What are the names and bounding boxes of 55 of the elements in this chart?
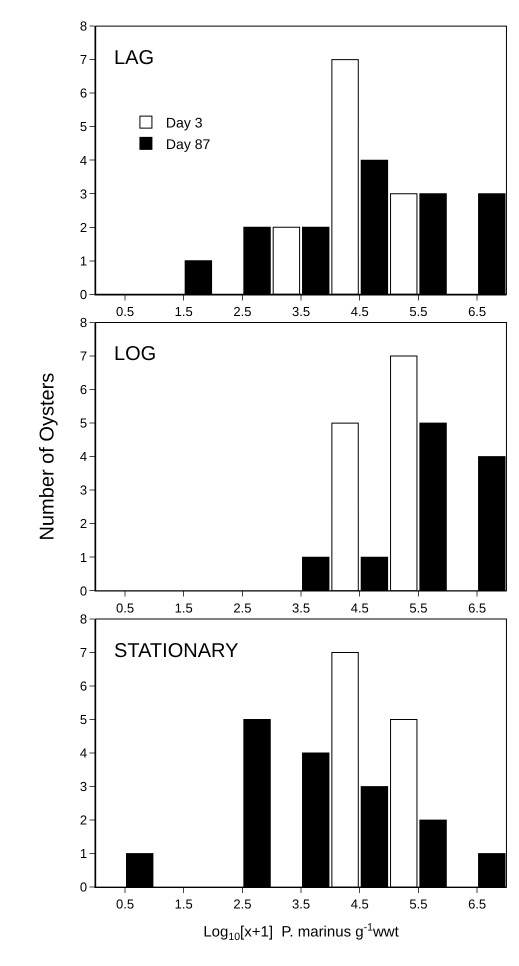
x-tick-label: 6.5: [468, 600, 486, 616]
x-tick-label: 1.5: [174, 600, 193, 616]
x-tick-label: 4.5: [350, 896, 369, 912]
y-tick-label: 2: [80, 812, 88, 828]
y-tick-label: 8: [80, 315, 88, 330]
x-tick-label: 3.5: [292, 600, 310, 616]
x-tick-label: 0.5: [116, 304, 134, 319]
text: LOG: [114, 343, 156, 365]
y-axis-title: Number of Oysters: [36, 372, 58, 541]
x-tick-label: 5.5: [409, 896, 428, 912]
x-tick-label: 2.5: [233, 896, 252, 912]
y-tick-label: 2: [80, 220, 88, 235]
y-tick-label: 0: [80, 880, 88, 895]
y-tick-label: 6: [80, 382, 88, 398]
x-tick-label: 0.5: [116, 600, 134, 616]
x-tick-label: 6.5: [468, 304, 486, 319]
x-tick-label: 0.5: [116, 896, 134, 912]
x-tick-label: 6.5: [468, 896, 486, 912]
y-tick-label: 6: [80, 86, 88, 101]
y-tick-label: 1: [80, 846, 88, 862]
x-tick-label: 5.5: [409, 304, 428, 319]
y-tick-label: 0: [80, 583, 88, 598]
y-tick-label: 1: [80, 253, 88, 268]
x-tick-label: 1.5: [174, 896, 193, 912]
y-tick-label: 8: [80, 611, 88, 626]
y-tick-label: 5: [80, 416, 88, 431]
x-tick-label: 2.5: [233, 600, 252, 616]
x-tick-label: 3.5: [292, 896, 310, 912]
x-tick-label: 4.5: [350, 304, 369, 319]
y-tick-label: 7: [80, 52, 88, 68]
x-tick-label: 2.5: [233, 304, 252, 319]
y-tick-label: 4: [80, 746, 88, 761]
y-tick-label: 6: [80, 678, 88, 694]
y-tick-label: 5: [80, 119, 88, 134]
x-tick-label: 1.5: [174, 304, 193, 319]
x-axis-title: Log$_{10}$[x+1] P. marinus g$^{-1}$wwt: [203, 921, 400, 943]
y-tick-label: 7: [80, 645, 88, 660]
y-tick-label: 0: [80, 286, 88, 302]
y-tick-label: 1: [80, 550, 88, 565]
x-tick-label: 5.5: [409, 600, 428, 616]
legend-label: Day 3: [166, 114, 203, 131]
y-tick-label: 5: [80, 712, 88, 728]
text: STATIONARY: [114, 640, 238, 662]
x-tick-label: 4.5: [350, 600, 369, 616]
y-tick-label: 3: [80, 186, 88, 202]
y-tick-label: 4: [80, 449, 88, 464]
y-tick-label: 3: [80, 482, 88, 498]
legend-label: Day 87: [166, 136, 210, 152]
y-tick-label: 8: [80, 18, 88, 34]
y-tick-label: 2: [80, 516, 88, 532]
text: LAG: [114, 47, 154, 69]
y-tick-label: 3: [80, 779, 88, 794]
y-tick-label: 7: [80, 348, 88, 364]
y-tick-label: 4: [80, 152, 88, 168]
x-tick-label: 3.5: [292, 304, 310, 319]
